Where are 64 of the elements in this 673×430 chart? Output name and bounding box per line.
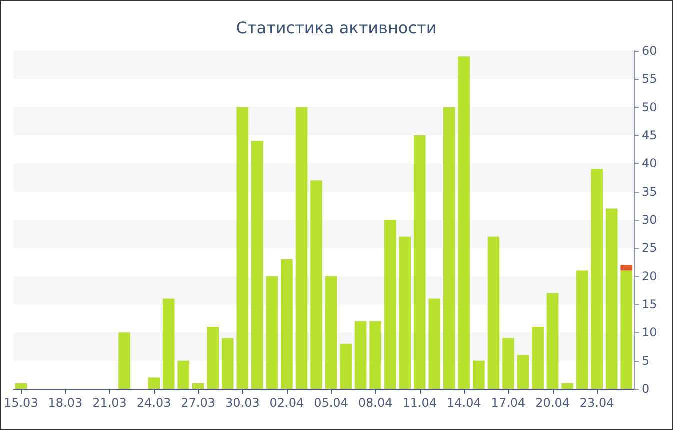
x-tick-label: 14.04 (446, 396, 482, 410)
bar (532, 327, 544, 389)
bar (458, 56, 470, 389)
bar (428, 298, 441, 389)
y-tick-label: 60 (642, 44, 658, 58)
bar (591, 169, 603, 389)
bar (310, 180, 322, 389)
x-tick-label: 20.04 (536, 396, 570, 410)
y-tick-label: 15 (642, 298, 658, 312)
x-tick-label: 05.04 (314, 396, 348, 410)
bar (207, 327, 220, 389)
x-tick-label: 15.03 (4, 396, 38, 410)
bar (148, 378, 160, 389)
bar (606, 208, 618, 389)
x-tick-label: 23.04 (580, 396, 614, 410)
bar (384, 220, 396, 389)
bar (414, 136, 426, 389)
bar (281, 259, 293, 389)
bar (576, 270, 588, 389)
bar (488, 236, 500, 389)
y-tick-label: 35 (642, 184, 658, 199)
x-tick-label: 24.03 (136, 396, 172, 410)
bar (178, 360, 190, 389)
x-tick-label: 30.03 (225, 396, 260, 410)
y-tick-label: 30 (642, 213, 658, 227)
bar (236, 107, 249, 389)
y-tick-label: 50 (642, 100, 658, 114)
x-tick-label: 17.04 (491, 396, 526, 410)
y-tick-label: 40 (642, 156, 658, 171)
bar (620, 265, 633, 271)
y-tick-label: 20 (642, 269, 658, 284)
bar (370, 321, 382, 389)
y-tick-label: 55 (642, 72, 658, 86)
x-tick-label: 08.04 (358, 396, 393, 410)
y-tick-label: 0 (642, 382, 650, 396)
bar (118, 332, 130, 389)
y-tick-label: 10 (642, 326, 658, 340)
bar (502, 338, 514, 389)
y-tick-label: 25 (642, 241, 658, 256)
bar (444, 107, 456, 389)
x-tick-label: 27.03 (181, 396, 216, 410)
bar (354, 321, 367, 389)
bar (325, 276, 338, 389)
y-tick-label: 45 (642, 128, 658, 142)
bar (15, 383, 28, 389)
bar (562, 383, 574, 389)
bar (162, 298, 175, 389)
bar (340, 344, 352, 389)
bar (192, 383, 204, 389)
bar (252, 141, 264, 389)
bar (222, 338, 234, 389)
bar (620, 270, 633, 389)
x-tick-label: 02.04 (270, 396, 304, 410)
chart-title: Статистика активности (236, 18, 437, 38)
bar (473, 360, 485, 389)
bar (296, 107, 308, 389)
bar (266, 276, 278, 389)
bar (399, 236, 412, 389)
bar (517, 355, 530, 389)
y-tick-label: 5 (642, 354, 650, 368)
x-tick-label: 18.03 (48, 396, 83, 410)
x-tick-label: 11.04 (402, 396, 438, 410)
bar (546, 293, 559, 389)
x-tick-label: 21.03 (92, 396, 127, 410)
